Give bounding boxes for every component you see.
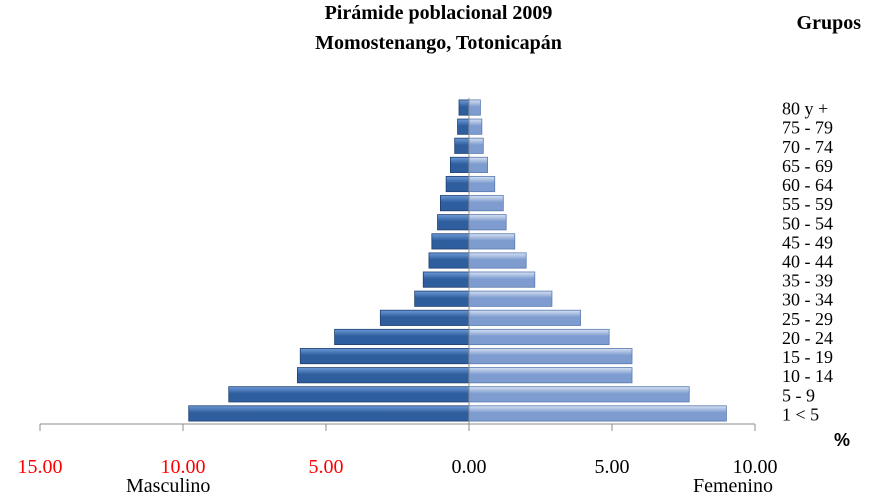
x-tick-label: 10.00: [733, 456, 778, 478]
male-bar: [437, 214, 470, 231]
category-label: 20 - 24: [782, 328, 833, 348]
x-tick-label: 5.00: [595, 456, 630, 478]
male-bar: [296, 367, 470, 384]
x-tick-label: 0.00: [452, 456, 487, 478]
category-label: 10 - 14: [782, 366, 833, 386]
male-bar: [457, 118, 470, 135]
male-bar: [379, 309, 470, 326]
female-bar: [468, 348, 633, 365]
female-bar: [468, 99, 481, 116]
female-bar: [468, 137, 484, 154]
category-label: 45 - 49: [782, 232, 833, 252]
category-label: 15 - 19: [782, 347, 833, 367]
female-bar: [468, 175, 496, 193]
male-bar: [334, 328, 470, 346]
female-bar: [468, 156, 488, 173]
female-bar: [468, 214, 507, 231]
female-bar: [468, 309, 581, 326]
male-bar: [422, 271, 470, 288]
female-bar: [468, 195, 504, 212]
x-tick-label: 15.00: [18, 456, 63, 478]
female-bar: [468, 386, 690, 403]
male-bar: [458, 99, 470, 116]
category-label: 1 < 5: [782, 404, 819, 424]
male-bar: [428, 252, 470, 269]
male-bar: [431, 233, 470, 250]
x-tick-label: 10.00: [161, 456, 206, 478]
female-bar: [468, 233, 516, 250]
male-label: Masculino: [126, 475, 211, 497]
category-label: 50 - 54: [782, 213, 833, 233]
male-bar: [450, 156, 470, 173]
female-bar: [468, 118, 483, 135]
female-bar: [468, 328, 610, 346]
male-bar: [299, 348, 470, 365]
chart-subtitle: Momostenango, Totonicapán: [315, 32, 562, 54]
category-label: 35 - 39: [782, 271, 833, 291]
category-label: 65 - 69: [782, 156, 833, 176]
female-bar: [468, 271, 536, 288]
category-label: 40 - 44: [782, 252, 833, 272]
category-label: 70 - 74: [782, 137, 833, 157]
category-label: 75 - 79: [782, 118, 833, 138]
female-label: Femenino: [693, 475, 773, 497]
category-label: 25 - 29: [782, 309, 833, 329]
female-bar: [468, 252, 527, 269]
female-bar: [468, 367, 633, 384]
female-bar: [468, 290, 553, 307]
category-label: 30 - 34: [782, 290, 833, 310]
category-label: 55 - 59: [782, 194, 833, 214]
x-tick-label: 5.00: [309, 456, 344, 478]
male-bar: [228, 386, 470, 403]
chart-title: Pirámide poblacional 2009: [324, 2, 553, 24]
unit-label: %: [834, 430, 851, 450]
male-bar: [414, 290, 470, 307]
male-bar: [439, 195, 470, 212]
male-bar: [454, 137, 470, 154]
female-bar: [468, 405, 727, 422]
male-bar: [188, 405, 470, 422]
male-bar: [445, 175, 470, 193]
groups-label: Grupos: [796, 12, 861, 34]
category-label: 5 - 9: [782, 385, 815, 405]
category-label: 60 - 64: [782, 175, 833, 195]
category-label: 80 y +: [782, 99, 828, 119]
